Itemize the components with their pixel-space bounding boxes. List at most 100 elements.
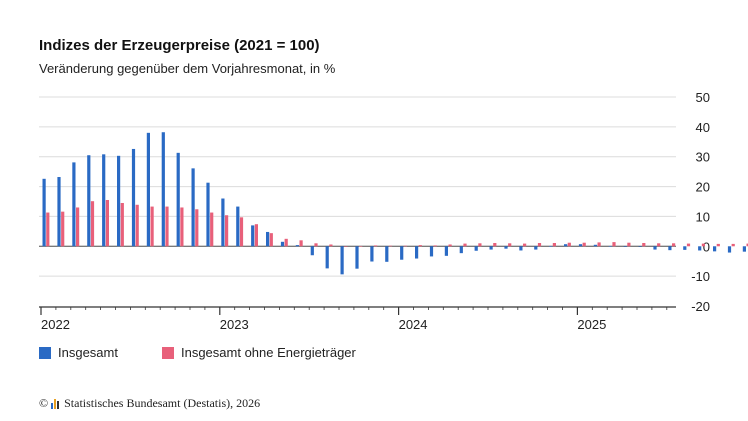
bar-ex-energy xyxy=(225,215,229,247)
y-tick-label: -10 xyxy=(691,269,710,284)
bar-ex-energy xyxy=(120,202,124,247)
bar-ex-energy xyxy=(76,207,80,247)
bar-total xyxy=(608,245,612,247)
bar-total xyxy=(295,245,299,247)
bar-ex-energy xyxy=(493,243,497,247)
bar-total xyxy=(698,246,702,251)
bar-ex-energy xyxy=(344,246,348,247)
bar-total xyxy=(623,246,627,247)
legend-swatch-ex-energy xyxy=(161,346,174,359)
bar-total xyxy=(459,246,463,254)
bar-total xyxy=(355,246,359,269)
bar-ex-energy xyxy=(716,243,720,247)
bar-total xyxy=(534,246,538,250)
bar-total xyxy=(251,225,255,247)
bar-ex-energy xyxy=(418,245,422,247)
bar-ex-energy xyxy=(254,224,258,247)
bar-total xyxy=(325,246,329,269)
bar-total xyxy=(489,246,493,250)
bar-ex-energy xyxy=(180,207,184,247)
bar-total xyxy=(310,246,314,256)
bar-ex-energy xyxy=(537,243,542,247)
bar-ex-energy xyxy=(552,243,556,247)
bar-total xyxy=(564,244,568,247)
bar-total xyxy=(280,241,285,247)
bar-ex-energy xyxy=(61,211,65,247)
y-tick-label: -20 xyxy=(691,299,710,314)
y-tick-label: 50 xyxy=(696,90,710,105)
source-footer: © Statistisches Bundesamt (Destatis), 20… xyxy=(39,396,260,411)
bar-total xyxy=(370,246,374,262)
bar-ex-energy xyxy=(374,245,378,247)
bar-total xyxy=(415,246,419,259)
bar-ex-energy xyxy=(612,242,616,247)
destatis-logo-icon xyxy=(51,398,60,409)
bar-ex-energy xyxy=(731,243,735,247)
bar-total xyxy=(638,246,642,247)
bar-ex-energy xyxy=(269,233,273,247)
bar-ex-energy xyxy=(359,245,363,247)
bar-total xyxy=(683,246,687,250)
bar-ex-energy xyxy=(90,201,95,247)
source-text: Statistisches Bundesamt (Destatis), 2026 xyxy=(64,396,261,410)
bar-ex-energy xyxy=(210,212,214,247)
bar-total xyxy=(668,246,672,251)
y-tick-label: 40 xyxy=(696,120,710,135)
legend-swatch-total xyxy=(39,346,51,359)
bar-total xyxy=(236,206,240,247)
bar-total xyxy=(429,246,434,257)
bar-ex-energy xyxy=(463,243,467,247)
y-tick-label: 0 xyxy=(703,239,710,254)
bar-ex-energy xyxy=(746,243,748,247)
bar-ex-energy xyxy=(150,206,154,247)
bar-total xyxy=(146,132,150,247)
legend: Insgesamt Insgesamt ohne Energieträger xyxy=(39,345,400,360)
bar-ex-energy xyxy=(329,244,333,247)
bar-ex-energy xyxy=(195,209,199,247)
bar-ex-energy xyxy=(508,243,512,247)
bar-ex-energy xyxy=(582,242,586,247)
y-tick-label: 20 xyxy=(696,180,710,195)
bar-total xyxy=(593,244,597,247)
bar-ex-energy xyxy=(239,217,244,247)
bar-ex-energy xyxy=(299,240,303,247)
legend-item-ex-energy[interactable]: Insgesamt ohne Energieträger xyxy=(161,345,356,360)
y-tick-label: 10 xyxy=(696,209,710,224)
bar-total xyxy=(519,246,523,251)
bar-total xyxy=(117,155,121,247)
bar-total xyxy=(221,198,225,247)
bar-total xyxy=(549,245,553,247)
bar-ex-energy xyxy=(388,245,393,247)
bar-ex-energy xyxy=(672,243,676,247)
bar-total xyxy=(176,152,180,247)
bar-total xyxy=(474,246,478,251)
bar-ex-energy xyxy=(523,243,527,247)
chart-subtitle: Veränderung gegenüber dem Vorjahresmonat… xyxy=(39,61,336,76)
bar-ex-energy xyxy=(642,243,646,247)
bar-total xyxy=(266,231,270,247)
bar-total xyxy=(131,148,136,247)
bar-ex-energy xyxy=(567,242,571,247)
bar-total xyxy=(87,155,91,247)
bar-total xyxy=(57,177,61,247)
bar-total xyxy=(340,246,344,275)
bar-total xyxy=(713,246,717,252)
legend-label-ex-energy: Insgesamt ohne Energieträger xyxy=(180,345,356,360)
bar-total xyxy=(504,246,508,249)
bar-total xyxy=(206,182,210,247)
x-tick-label: 2024 xyxy=(399,317,428,332)
bar-total xyxy=(72,162,76,247)
bar-ex-energy xyxy=(46,212,50,247)
bar-ex-energy xyxy=(597,242,601,247)
bar-ex-energy xyxy=(105,200,109,247)
x-tick-label: 2022 xyxy=(41,317,70,332)
legend-item-total[interactable]: Insgesamt xyxy=(39,345,118,360)
bar-ex-energy xyxy=(448,244,452,247)
bar-total xyxy=(385,246,389,262)
bar-ex-energy xyxy=(135,204,139,247)
bar-total xyxy=(727,246,732,253)
bar-ex-energy xyxy=(433,245,437,247)
copyright-symbol: © xyxy=(39,396,49,410)
bar-ex-energy xyxy=(403,245,407,247)
